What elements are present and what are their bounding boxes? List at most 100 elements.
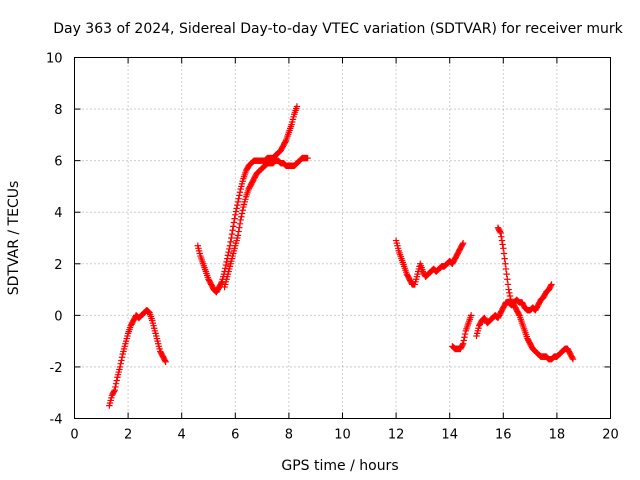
data-point: [459, 340, 467, 347]
data-point: [228, 230, 236, 238]
data-point: [506, 292, 514, 300]
data-point: [145, 308, 152, 315]
data-point: [118, 357, 125, 364]
data-point: [569, 355, 577, 363]
data-point: [460, 337, 467, 344]
data-point: [234, 201, 241, 209]
y-tick-label: -2: [50, 361, 63, 376]
data-point: [500, 250, 508, 257]
data-point: [236, 192, 243, 199]
data-point: [113, 377, 120, 384]
data-point: [110, 388, 118, 395]
data-point: [548, 281, 555, 288]
data-point: [218, 279, 225, 287]
data-point: [498, 237, 506, 244]
data-point: [225, 248, 232, 256]
data-point: [234, 198, 242, 206]
data-point: [304, 154, 311, 162]
x-tick-label: 6: [231, 428, 239, 443]
data-point: [505, 286, 512, 293]
data-point: [502, 260, 509, 267]
data-point: [117, 360, 124, 367]
x-tick-label: 2: [124, 428, 132, 443]
x-tick-label: 10: [334, 428, 351, 443]
data-point: [112, 380, 120, 387]
y-axis-label: SDTVAR / TECUs: [6, 181, 22, 296]
data-point: [231, 215, 238, 222]
data-point: [461, 330, 469, 338]
x-tick-label: 8: [285, 428, 293, 443]
data-point: [506, 289, 513, 296]
data-point: [497, 229, 504, 237]
data-point: [236, 224, 243, 231]
y-tick-label: 4: [54, 206, 62, 221]
y-tick-label: -4: [50, 413, 63, 428]
x-axis-label: GPS time / hours: [281, 458, 398, 474]
x-tick-label: 16: [495, 428, 512, 443]
data-point: [504, 276, 511, 283]
series-segment-4: [392, 237, 467, 288]
x-tick-label: 0: [70, 428, 78, 443]
data-point: [502, 265, 510, 273]
data-point: [111, 386, 118, 394]
series-segment-2: [194, 103, 301, 296]
data-point: [459, 241, 466, 248]
data-point: [230, 219, 238, 226]
x-tick-label: 4: [178, 428, 186, 443]
data-point: [569, 354, 576, 362]
data-point: [224, 252, 232, 259]
y-tick-label: 0: [54, 309, 62, 324]
chart-title: Day 363 of 2024, Sidereal Day-to-day VTE…: [53, 21, 623, 37]
series-segment-6: [473, 281, 555, 340]
data-point: [222, 261, 230, 269]
x-tick-label: 18: [549, 428, 566, 443]
data-point: [507, 296, 514, 303]
data-point: [112, 383, 119, 391]
series-segment-5: [449, 312, 475, 353]
series-segment-1: [106, 307, 169, 409]
axis-ticks: 0 2 4 6 8 10 12 14 16 18 20 -4 -2 0 2 4 6 8 10: [46, 52, 619, 443]
data-point: [459, 341, 466, 349]
data-point: [499, 241, 506, 248]
data-point: [238, 213, 245, 220]
y-tick-label: 6: [54, 155, 62, 170]
data-point: [496, 228, 504, 235]
data-point: [232, 211, 239, 218]
data-point: [161, 357, 169, 364]
x-tick-label: 20: [602, 428, 619, 443]
data-point: [162, 358, 169, 365]
data-point: [230, 223, 237, 230]
data-point: [235, 228, 242, 235]
data-points: [106, 103, 577, 409]
data-point: [238, 210, 246, 217]
data-point: [228, 234, 235, 242]
data-point: [293, 103, 301, 110]
data-point: [233, 205, 240, 212]
data-point: [547, 282, 555, 289]
x-tick-label: 12: [388, 428, 405, 443]
data-point: [229, 227, 236, 234]
data-point: [226, 245, 233, 253]
data-point: [282, 138, 289, 145]
data-point: [223, 258, 230, 266]
data-point: [116, 363, 124, 371]
data-point: [235, 195, 242, 202]
data-point: [118, 354, 126, 361]
data-point: [515, 310, 522, 318]
data-point: [227, 238, 234, 246]
data-point: [239, 207, 246, 214]
data-point: [236, 220, 244, 228]
data-point: [222, 265, 229, 272]
y-tick-label: 8: [54, 103, 62, 118]
data-point: [504, 281, 512, 288]
data-point: [236, 189, 244, 196]
series-segment-3: [221, 154, 311, 291]
data-point: [461, 334, 468, 341]
data-point: [467, 312, 475, 319]
data-point: [232, 208, 240, 215]
x-tick-label: 14: [441, 428, 458, 443]
data-point: [234, 232, 242, 239]
series-segment-7: [494, 224, 577, 363]
